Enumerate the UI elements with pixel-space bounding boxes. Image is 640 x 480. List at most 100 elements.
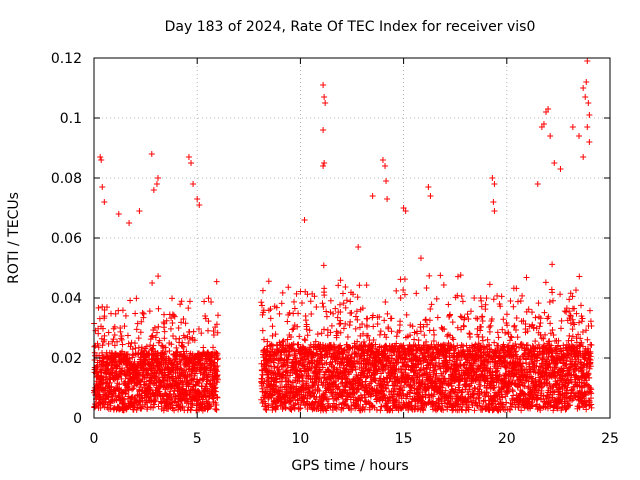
- data-point: [146, 308, 153, 315]
- data-point: [196, 380, 203, 387]
- data-point: [161, 335, 168, 342]
- data-point: [294, 323, 301, 330]
- data-point: [354, 294, 361, 301]
- data-point: [155, 403, 162, 410]
- data-point: [201, 298, 208, 305]
- data-point: [149, 279, 156, 286]
- data-point: [336, 321, 343, 328]
- data-point: [348, 406, 355, 413]
- data-point: [364, 315, 371, 322]
- data-point: [190, 328, 197, 335]
- data-point: [337, 309, 344, 316]
- data-point: [214, 362, 221, 369]
- data-point: [113, 362, 120, 369]
- data-point: [285, 378, 292, 385]
- data-point: [97, 393, 104, 400]
- data-point: [270, 356, 277, 363]
- data-point: [285, 362, 292, 369]
- data-point: [180, 343, 187, 350]
- data-point: [214, 356, 221, 363]
- data-point: [96, 315, 103, 322]
- data-point: [214, 394, 221, 401]
- data-point: [125, 387, 132, 394]
- data-point: [134, 320, 141, 327]
- data-point: [125, 340, 132, 347]
- data-point: [362, 394, 369, 401]
- data-point: [210, 332, 217, 339]
- data-point: [272, 331, 279, 338]
- data-point: [295, 310, 302, 317]
- data-point: [308, 311, 315, 318]
- data-point: [258, 299, 265, 306]
- data-point: [264, 345, 271, 352]
- data-point: [208, 299, 215, 306]
- data-point: [150, 404, 157, 411]
- data-point: [334, 314, 341, 321]
- data-point: [352, 325, 359, 332]
- data-point: [92, 403, 99, 410]
- data-point: [127, 297, 134, 304]
- data-point: [354, 338, 361, 345]
- data-point: [329, 386, 336, 393]
- data-point: [186, 298, 193, 305]
- data-point: [378, 370, 385, 377]
- data-point: [111, 323, 118, 330]
- data-point: [272, 383, 279, 390]
- data-point: [296, 378, 303, 385]
- data-point: [260, 307, 267, 314]
- data-point: [183, 348, 190, 355]
- data-point: [198, 330, 205, 337]
- data-point: [124, 350, 131, 357]
- data-point: [168, 315, 175, 322]
- data-point: [332, 305, 339, 312]
- data-point: [330, 310, 337, 317]
- data-point: [213, 364, 220, 371]
- data-point: [359, 321, 366, 328]
- data-point: [151, 398, 158, 405]
- data-point: [344, 349, 351, 356]
- chart-title: Day 183 of 2024, Rate Of TEC Index for r…: [165, 19, 536, 35]
- data-point: [372, 362, 379, 369]
- data-point: [171, 398, 178, 405]
- data-point: [185, 305, 192, 312]
- data-point: [119, 341, 126, 348]
- data-point: [275, 386, 282, 393]
- data-point: [343, 297, 350, 304]
- data-point: [190, 375, 197, 382]
- data-point: [120, 397, 127, 404]
- data-point: [182, 320, 189, 327]
- data-point: [340, 300, 347, 307]
- data-point: [121, 323, 128, 330]
- data-point: [211, 360, 218, 367]
- data-point: [138, 384, 145, 391]
- data-point: [296, 333, 303, 340]
- data-point: [180, 316, 187, 323]
- data-point: [306, 327, 313, 334]
- data-point: [178, 319, 185, 326]
- data-point: [170, 312, 177, 319]
- data-point: [291, 352, 298, 359]
- data-point: [291, 298, 298, 305]
- data-point: [171, 313, 178, 320]
- data-point: [320, 326, 327, 333]
- data-point: [284, 336, 291, 343]
- data-point: [359, 305, 366, 312]
- data-point: [287, 333, 294, 340]
- data-point: [323, 308, 330, 315]
- data-point: [154, 329, 161, 336]
- data-point: [94, 340, 101, 347]
- data-point: [321, 292, 328, 299]
- data-point: [155, 305, 162, 312]
- data-point: [195, 326, 202, 333]
- data-point: [167, 325, 174, 332]
- data-point: [187, 407, 194, 414]
- data-point: [360, 338, 367, 345]
- data-point: [336, 301, 343, 308]
- data-point: [351, 342, 358, 349]
- data-point: [359, 394, 366, 401]
- data-point: [177, 301, 184, 308]
- data-point: [324, 332, 331, 339]
- data-point: [378, 403, 385, 410]
- data-point: [199, 355, 206, 362]
